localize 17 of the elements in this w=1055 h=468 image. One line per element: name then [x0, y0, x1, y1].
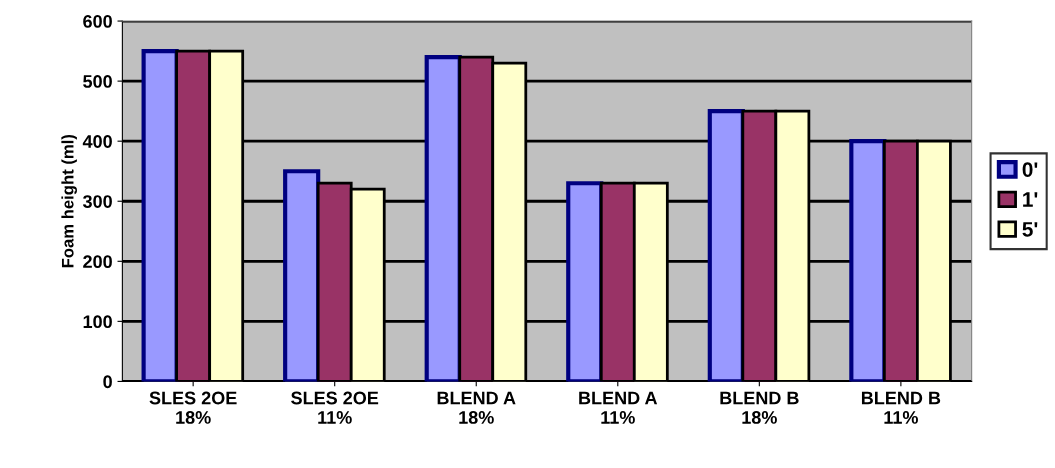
x-tick-label: BLEND B 11%	[861, 391, 941, 424]
x-tick-label: BLEND B 18%	[720, 391, 799, 424]
y-axis-title: Foam height (ml)	[61, 134, 77, 268]
x-tick-label: BLEND A 18%	[437, 391, 516, 424]
legend-label: 1'	[1023, 192, 1038, 207]
y-tick-label: 300	[82, 195, 112, 208]
y-tick-label: 200	[83, 255, 112, 269]
x-tick-label: SLES 2OE 18%	[149, 391, 237, 424]
x-tick-label: SLES 2OE 11%	[291, 391, 379, 424]
y-tick-label: 0	[103, 375, 112, 389]
y-tick-label: 100	[83, 315, 112, 329]
y-tick-label: 600	[83, 14, 112, 28]
legend-label: 0'	[1022, 162, 1038, 177]
y-tick-label: 500	[83, 75, 112, 88]
x-tick-label: BLEND A 11%	[579, 391, 658, 424]
legend-label: 5'	[1022, 222, 1038, 237]
y-tick-label: 400	[82, 135, 112, 148]
